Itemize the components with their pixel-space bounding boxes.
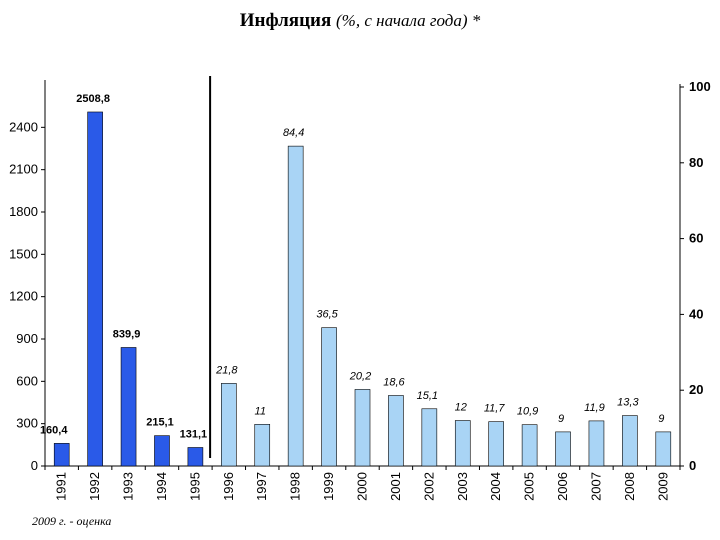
x-axis-label: 2001 (388, 472, 403, 501)
x-axis-label: 1992 (87, 472, 102, 501)
left-axis-tick-label: 2400 (9, 119, 38, 134)
x-axis-label: 1997 (254, 472, 269, 501)
x-axis-label: 2006 (555, 472, 570, 501)
data-label-2000: 20,2 (349, 370, 371, 382)
data-label-1993: 839,9 (113, 328, 141, 340)
data-label-2009: 9 (658, 413, 664, 425)
x-axis-label: 1998 (288, 472, 303, 501)
x-axis-label: 1994 (154, 472, 169, 501)
data-label-1997: 11 (255, 405, 266, 417)
x-axis-label: 1996 (221, 472, 236, 501)
left-axis-tick-label: 1500 (9, 246, 38, 261)
x-axis-label: 1993 (121, 472, 136, 501)
bar-2005 (521, 424, 538, 467)
bar-2004 (488, 421, 504, 467)
bar-1994 (154, 435, 170, 467)
x-axis-label: 2007 (588, 472, 603, 501)
chart-title: Инфляция (%, с начала года) * (0, 10, 720, 32)
title-main: Инфляция (239, 10, 332, 31)
left-axis-tick-label: 900 (16, 331, 38, 346)
data-label-1991: 160,4 (40, 424, 68, 436)
x-axis-label: 2009 (655, 472, 670, 501)
title-subtitle: (%, с начала года) * (336, 11, 481, 30)
x-axis-label: 2004 (488, 472, 503, 501)
bar-1993 (120, 347, 137, 467)
x-axis-label: 1995 (187, 472, 202, 501)
bar-1992 (87, 111, 103, 467)
data-label-2007: 11,9 (584, 402, 605, 414)
left-axis-tick-label: 1800 (9, 204, 38, 219)
data-label-2003: 12 (455, 402, 467, 414)
x-axis-label: 1999 (321, 472, 336, 501)
right-axis-tick-label: 60 (689, 231, 703, 246)
data-label-1996: 21,8 (215, 364, 238, 376)
x-axis-label: 2003 (455, 472, 470, 501)
data-label-2001: 18,6 (383, 377, 405, 389)
data-label-1999: 36,5 (316, 309, 338, 321)
bar-2006 (555, 431, 571, 467)
left-axis-tick-label: 0 (31, 458, 38, 473)
bar-2002 (421, 408, 438, 467)
data-label-1998: 84,4 (283, 127, 304, 139)
right-axis-tick-label: 40 (689, 306, 703, 321)
x-axis-label: 2000 (355, 472, 370, 501)
right-axis-tick-label: 20 (689, 382, 703, 397)
data-label-2004: 11,7 (484, 403, 505, 415)
left-axis-tick-label: 1200 (9, 289, 38, 304)
data-label-2005: 10,9 (517, 406, 538, 418)
x-axis-label: 1991 (54, 472, 69, 501)
bar-1997 (254, 424, 271, 467)
left-axis-tick-label: 300 (16, 416, 38, 431)
bar-1995 (187, 447, 204, 467)
x-axis-label: 2002 (421, 472, 436, 501)
footnote: 2009 г. - оценка (32, 514, 112, 528)
right-axis-tick-label: 80 (689, 155, 703, 170)
bar-1999 (321, 327, 337, 467)
data-label-1992: 2508,8 (76, 93, 110, 105)
bar-2003 (454, 420, 471, 467)
data-label-1994: 215,1 (146, 417, 174, 429)
bar-1991 (53, 443, 70, 467)
data-label-2002: 15,1 (417, 390, 438, 402)
x-axis-label: 2008 (622, 472, 637, 501)
bar-2007 (588, 420, 605, 467)
data-label-1995: 131,1 (180, 429, 208, 441)
bar-2009 (655, 431, 672, 467)
right-axis-tick-label: 100 (689, 79, 711, 94)
data-label-2006: 9 (558, 413, 564, 425)
bar-1996 (221, 383, 237, 467)
right-axis-tick-label: 0 (689, 458, 696, 473)
bar-2001 (388, 395, 404, 467)
bar-2008 (622, 415, 638, 467)
bar-1998 (287, 145, 304, 467)
x-axis-label: 2005 (522, 472, 537, 501)
left-axis-tick-label: 600 (16, 373, 38, 388)
data-label-2008: 13,3 (617, 397, 639, 409)
left-axis-tick-label: 2100 (9, 162, 38, 177)
bar-2000 (354, 389, 371, 467)
